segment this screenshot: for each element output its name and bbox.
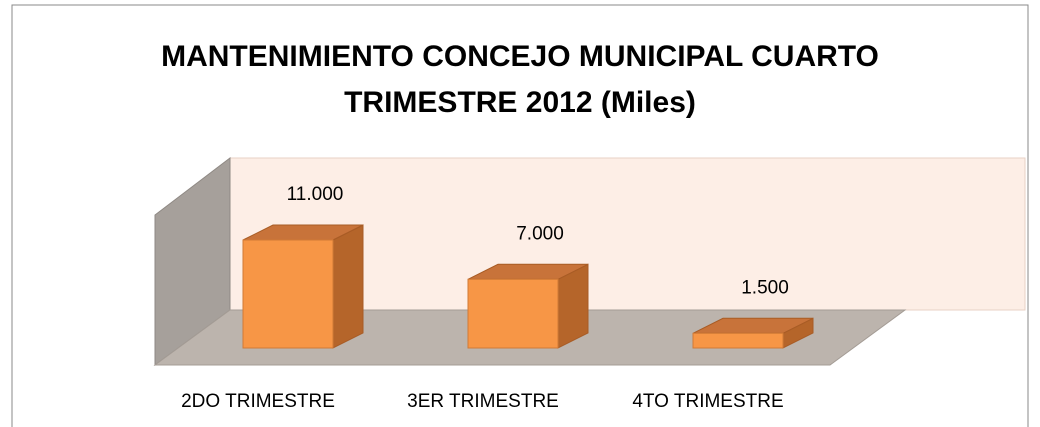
x-tick-label: 3ER TRIMESTRE: [407, 391, 559, 412]
chart-border: [11, 4, 1029, 427]
bar: [242, 239, 334, 349]
bar: [467, 278, 559, 349]
bar: [692, 332, 784, 349]
chart-title: MANTENIMIENTO CONCEJO MUNICIPAL CUARTO: [161, 40, 879, 73]
bar-side: [332, 224, 364, 349]
data-label: 7.000: [516, 223, 564, 244]
x-tick-label: 2DO TRIMESTRE: [181, 391, 335, 412]
data-label: 11.000: [287, 184, 344, 205]
chart-title: TRIMESTRE 2012 (Miles): [344, 86, 696, 119]
data-label: 1.500: [741, 277, 789, 298]
x-tick-label: 4TO TRIMESTRE: [632, 391, 783, 412]
